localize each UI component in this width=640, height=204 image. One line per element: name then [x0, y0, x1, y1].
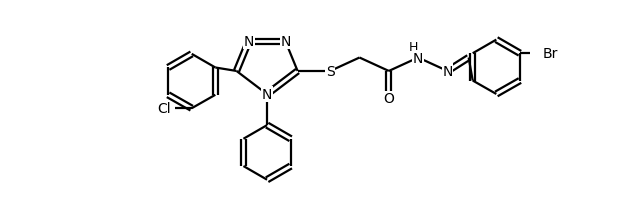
- Text: N: N: [280, 35, 291, 49]
- Text: O: O: [383, 92, 394, 106]
- Text: N: N: [413, 51, 423, 65]
- Text: N: N: [442, 65, 452, 79]
- Text: N: N: [244, 35, 254, 49]
- Text: S: S: [326, 65, 335, 79]
- Text: Cl: Cl: [157, 102, 170, 116]
- Text: N: N: [262, 88, 272, 102]
- Text: H: H: [408, 40, 418, 53]
- Text: Br: Br: [542, 47, 557, 61]
